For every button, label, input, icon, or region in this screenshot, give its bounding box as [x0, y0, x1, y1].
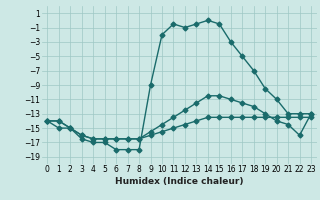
X-axis label: Humidex (Indice chaleur): Humidex (Indice chaleur) [115, 177, 244, 186]
